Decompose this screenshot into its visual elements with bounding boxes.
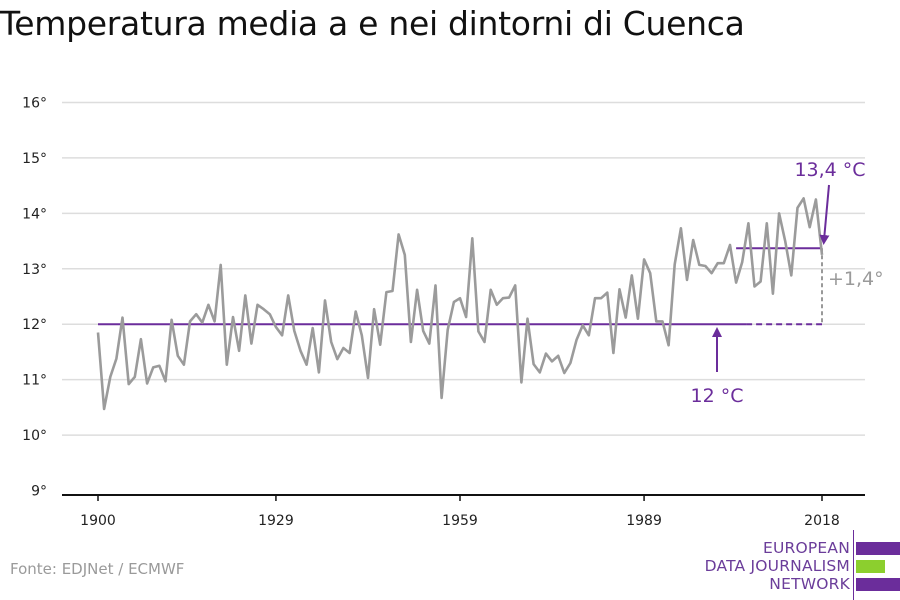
x-tick-label: 2018 [804,513,840,529]
chart-title: Temperatura media a e nei dintorni di Cu… [0,4,745,43]
logo-bar-1 [856,542,900,555]
y-tick-label: 15° [22,151,47,167]
gridlines [62,101,865,436]
edjnet-logo: EUROPEAN DATA JOURNALISM NETWORK [700,530,900,600]
logo-bar-2 [856,560,885,573]
difference-label: +1,4° [828,268,884,290]
x-tick-label: 1900 [80,513,116,529]
x-tick-label: 1929 [258,513,294,529]
x-tick-label: 1959 [442,513,478,529]
y-tick-label: 12° [22,317,47,333]
logo-divider [853,530,854,600]
annotations: 13,4 °C 12 °C +1,4° [691,159,884,407]
y-axis-ticks: 9° 10° 11° 12° 13° 14° 15° 16° [22,96,47,500]
y-tick-label: 11° [22,373,47,389]
y-tick-label: 13° [22,262,47,278]
logo-line-1: EUROPEAN [762,539,850,557]
baseline-label: 12 °C [691,385,744,407]
logo-line-3: NETWORK [769,575,850,593]
y-tick-label: 14° [22,206,47,222]
y-tick-label: 10° [22,428,47,444]
source-note: Fonte: EDJNet / ECMWF [10,560,185,578]
logo-bar-3 [856,578,900,591]
recent-average-label: 13,4 °C [794,159,865,181]
logo-line-2: DATA JOURNALISM [704,557,850,575]
recent-average-arrow [819,184,830,245]
x-tick-label: 1989 [626,513,662,529]
y-tick-label: 16° [22,96,47,112]
temperature-line [96,197,824,411]
series [96,197,824,411]
y-tick-label: 9° [31,484,47,500]
x-axis: 1900 1929 1959 1989 2018 [62,494,865,529]
